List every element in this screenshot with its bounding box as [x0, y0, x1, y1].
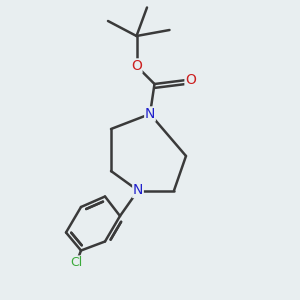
Text: Cl: Cl	[70, 256, 83, 269]
Text: O: O	[185, 73, 196, 86]
Text: N: N	[145, 107, 155, 121]
Text: N: N	[133, 184, 143, 197]
Text: O: O	[131, 59, 142, 73]
